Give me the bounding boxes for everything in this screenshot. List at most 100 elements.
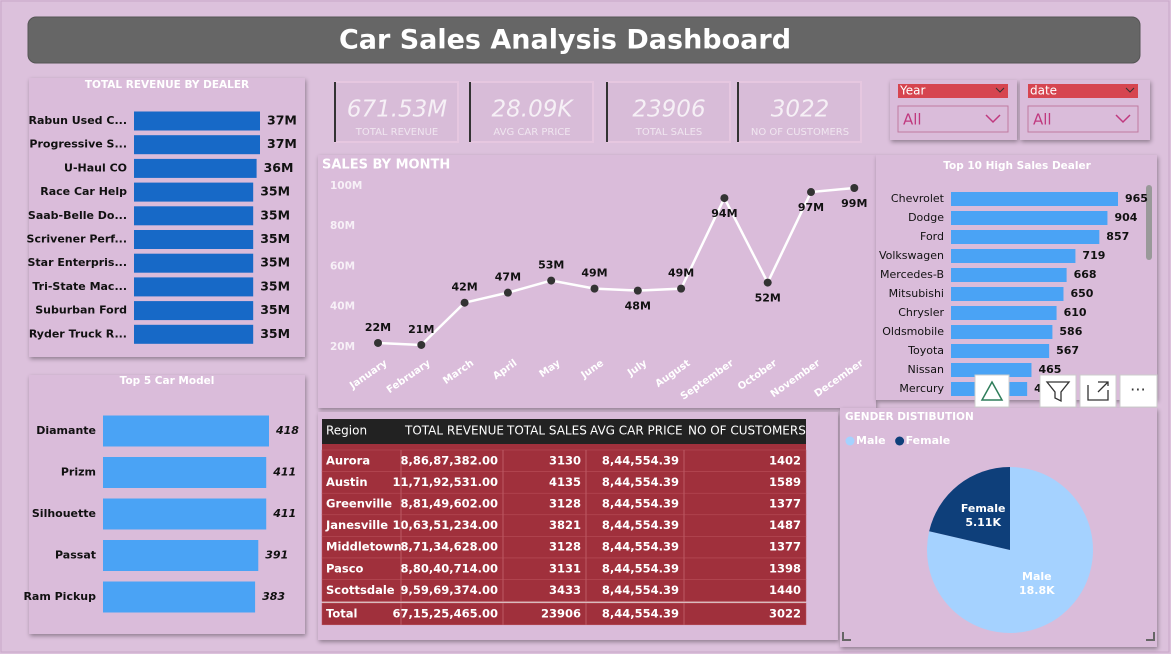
data-label: 411: [272, 507, 296, 520]
kpi-value: 671.53M: [347, 97, 447, 123]
bar-label: Scrivener Perf...: [27, 233, 127, 246]
bar-label: Mercedes-B: [880, 268, 944, 281]
data-label: 668: [1074, 268, 1097, 281]
data-label: 35M: [260, 207, 290, 222]
data-label: 21M: [408, 323, 434, 336]
chart-title: TOTAL REVENUE BY DEALER: [85, 79, 249, 91]
table-cell: Greenville: [326, 497, 392, 511]
data-label: 97M: [798, 201, 824, 214]
kpi-value: 23906: [632, 97, 705, 123]
table-header: [322, 419, 806, 444]
bar: [103, 581, 256, 613]
more-icon: ⋯: [1130, 380, 1146, 399]
slicer-dropdown[interactable]: [897, 105, 1009, 133]
data-label: 35M: [260, 326, 290, 341]
table-cell: 8,86,87,382.00: [401, 453, 499, 467]
marker: [850, 184, 859, 193]
slicer-dropdown[interactable]: [1027, 105, 1139, 133]
column-header: NO OF CUSTOMERS: [688, 424, 806, 438]
bar-label: Rabun Used C...: [28, 114, 127, 127]
data-label: 719: [1082, 249, 1105, 262]
table-cell: 8,44,554.39: [602, 475, 679, 489]
slicer-chevron: [985, 114, 1001, 124]
bar-label: Ryder Truck R...: [29, 327, 127, 340]
column-header: Region: [326, 424, 367, 438]
table-cell: Total: [326, 607, 357, 621]
table-cell: 8,44,554.39: [602, 583, 679, 597]
table-cell: 10,63,51,234.00: [393, 518, 499, 532]
bar: [134, 253, 254, 273]
data-label: 465: [1038, 363, 1061, 376]
data-label: 99M: [841, 197, 867, 210]
table-row: [321, 579, 807, 602]
data-label: 904: [1114, 211, 1137, 224]
focus-icon: [1087, 381, 1109, 401]
focus-button[interactable]: [1079, 374, 1117, 408]
column-header: TOTAL SALES: [506, 424, 587, 438]
bar-label: Chevrolet: [891, 192, 945, 205]
data-label: 650: [1070, 287, 1093, 300]
marker: [763, 278, 772, 287]
data-label: 35M: [260, 302, 290, 317]
table-row: [321, 602, 807, 626]
slice-label: Female: [961, 502, 1006, 515]
warning-button[interactable]: [974, 374, 1010, 408]
table-cell: 1377: [769, 497, 801, 511]
kpi-value: 28.09K: [492, 97, 575, 123]
data-label: 37M: [267, 136, 297, 151]
table-cell: 67,15,25,465.00: [393, 607, 499, 621]
bar: [951, 249, 1076, 263]
slicer-value: All: [1033, 111, 1052, 129]
table-cell: 4135: [549, 475, 581, 489]
bar-label: Diamante: [36, 424, 96, 437]
more-button[interactable]: [1119, 374, 1158, 408]
slicer-value: All: [903, 111, 922, 129]
table-cell: 8,71,34,628.00: [401, 540, 499, 554]
data-label: 52M: [755, 292, 781, 305]
table-cell: 8,44,554.39: [602, 497, 679, 511]
chart-title: Top 5 Car Model: [120, 375, 215, 387]
bar-label: Progressive S...: [29, 138, 127, 151]
slice-label: Male: [1022, 570, 1052, 583]
table-cell: 8,44,554.39: [602, 540, 679, 554]
table-cell: 1487: [769, 518, 801, 532]
bar: [134, 158, 257, 178]
table-cell: 3433: [549, 583, 581, 597]
marker: [720, 194, 729, 203]
slicer-header: [898, 84, 1008, 98]
chart-title: GENDER DISTIBUTION: [845, 411, 974, 423]
data-label: 857: [1106, 230, 1129, 243]
filter-button[interactable]: [1039, 374, 1077, 408]
bar-label: Passat: [55, 549, 96, 562]
table-cell: 3022: [769, 607, 801, 621]
bar: [134, 277, 254, 297]
table-cell: 1377: [769, 540, 801, 554]
data-label: 35M: [260, 278, 290, 293]
bar: [134, 301, 254, 321]
table-cell: 3130: [549, 453, 581, 467]
bar: [951, 268, 1067, 282]
y-tick-label: 40M: [330, 301, 355, 313]
table-cell: 8,44,554.39: [602, 607, 679, 621]
bar-label: Mitsubishi: [889, 287, 944, 300]
bar: [134, 111, 260, 131]
marker: [677, 284, 686, 293]
kpi-card: [469, 81, 594, 143]
bar: [951, 363, 1032, 377]
scrollbar[interactable]: [1146, 185, 1152, 260]
data-label: 94M: [711, 207, 737, 220]
bar: [951, 325, 1053, 339]
data-label: 418: [275, 424, 299, 437]
data-label: 391: [265, 549, 288, 562]
kpi-label: NO OF CUSTOMERS: [751, 127, 849, 138]
data-label: 53M: [538, 259, 564, 272]
y-tick-label: 60M: [330, 260, 355, 272]
bar-label: Star Enterpris...: [28, 256, 128, 269]
bar: [951, 306, 1057, 320]
table-cell: 3131: [549, 561, 581, 575]
slicer-chevron: [1125, 87, 1135, 93]
bar-label: Chrysler: [898, 306, 944, 319]
table-cell: 8,44,554.39: [602, 561, 679, 575]
table-cell: Austin: [326, 475, 368, 489]
